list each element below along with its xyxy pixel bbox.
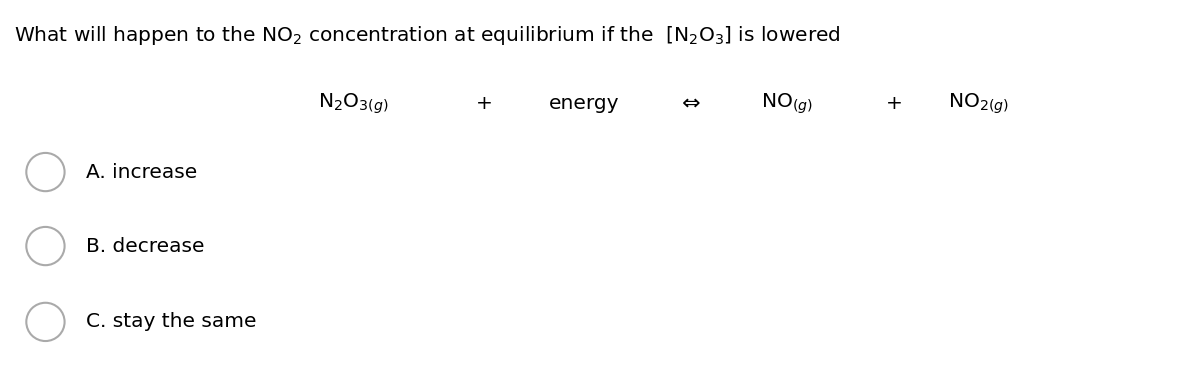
Text: What will happen to the NO$_2$ concentration at equilibrium if the  [N$_2$O$_3$]: What will happen to the NO$_2$ concentra… bbox=[14, 24, 841, 47]
Text: +: + bbox=[886, 94, 903, 113]
Text: A. increase: A. increase bbox=[86, 162, 197, 182]
Text: +: + bbox=[476, 94, 493, 113]
Text: C. stay the same: C. stay the same bbox=[86, 312, 257, 332]
Text: ⇔: ⇔ bbox=[682, 94, 701, 114]
Text: NO$_{2(g)}$: NO$_{2(g)}$ bbox=[948, 91, 1008, 116]
Text: energy: energy bbox=[549, 94, 618, 113]
Text: N$_2$O$_{3(g)}$: N$_2$O$_{3(g)}$ bbox=[318, 91, 388, 116]
Text: NO$_{(g)}$: NO$_{(g)}$ bbox=[761, 91, 813, 116]
Text: B. decrease: B. decrease bbox=[86, 236, 205, 256]
